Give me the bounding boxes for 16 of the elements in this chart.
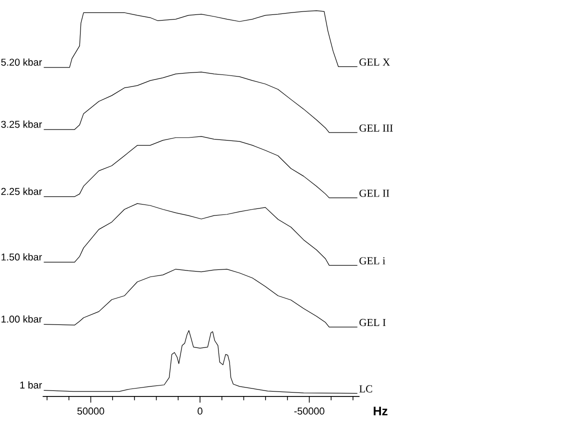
series-label: 1.00 kbar <box>2 316 42 323</box>
series-label: 3.25 kbar <box>1 120 42 128</box>
annotation: GEL I <box>359 319 386 326</box>
x-tick-label: 0 <box>198 408 202 415</box>
series-label: 1.50 kbar <box>2 253 42 261</box>
x-tick-label: -50000 <box>294 408 324 415</box>
x-tick-label: 50000 <box>77 408 104 415</box>
annotation: GEL X <box>359 58 390 66</box>
series-label: 2.25 kbar <box>1 188 42 196</box>
annotation: GEL III <box>359 124 393 132</box>
annotation: GEL i <box>359 257 386 265</box>
x-axis-title: Hz <box>374 407 388 416</box>
series-label: 1 bar <box>20 382 42 389</box>
annotation: LC <box>359 385 372 393</box>
annotation: GEL II <box>359 190 390 198</box>
series-label: 5.20 kbar <box>1 58 42 66</box>
